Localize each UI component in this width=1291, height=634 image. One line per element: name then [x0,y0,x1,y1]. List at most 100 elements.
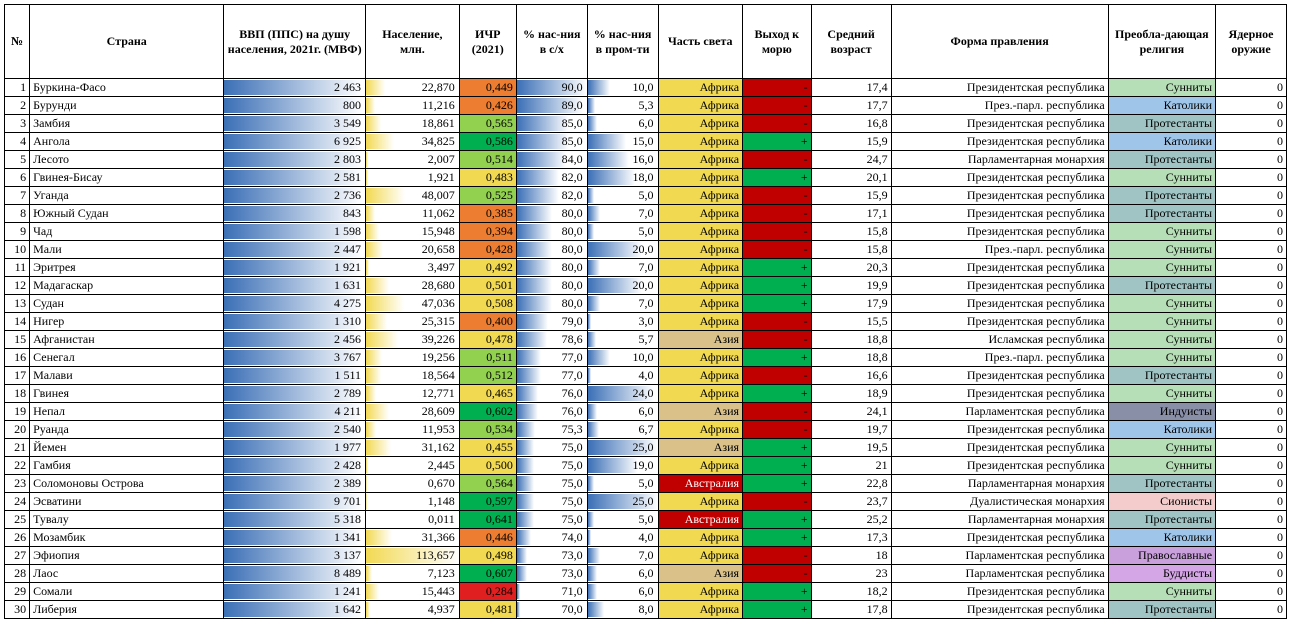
cell-num: 3 [5,115,30,133]
cell-gdp: 2 540 [224,421,366,439]
cell-ind: 5,0 [587,223,658,241]
cell-age: 15,9 [811,187,891,205]
cell-num: 15 [5,331,30,349]
cell-continent: Африка [658,277,743,295]
cell-ind: 25,0 [587,439,658,457]
cell-sea: + [743,475,812,493]
cell-age: 23 [811,565,891,583]
cell-pop: 1,921 [366,169,460,187]
cell-pop: 39,226 [366,331,460,349]
cell-gov: Президентская республика [891,259,1108,277]
cell-continent: Африка [658,205,743,223]
col-nuke: Ядерное оружие [1216,5,1287,79]
cell-sea: - [743,151,812,169]
cell-gdp: 8 489 [224,565,366,583]
table-row: 1Буркина-Фасо2 46322,8700,44990,010,0Афр… [5,79,1287,97]
cell-country: Замбия [30,115,224,133]
cell-country: Буркина-Фасо [30,79,224,97]
cell-gov: Президентская республика [891,313,1108,331]
cell-gdp: 800 [224,97,366,115]
cell-continent: Африка [658,295,743,313]
cell-country: Гвинея-Бисау [30,169,224,187]
cell-religion: Индуисты [1108,403,1215,421]
cell-gov: Президентская республика [891,601,1108,619]
cell-religion: Сунниты [1108,457,1215,475]
cell-gdp: 1 921 [224,259,366,277]
cell-gov: Президентская республика [891,79,1108,97]
cell-age: 24,7 [811,151,891,169]
cell-num: 10 [5,241,30,259]
cell-hdi: 0,428 [459,241,516,259]
cell-agr: 73,0 [516,547,587,565]
table-row: 6Гвинея-Бисау2 5811,9210,48382,018,0Афри… [5,169,1287,187]
cell-sea: - [743,421,812,439]
cell-sea: - [743,187,812,205]
col-agr: % нас-ния в с/х [516,5,587,79]
cell-continent: Африка [658,151,743,169]
cell-hdi: 0,565 [459,115,516,133]
cell-num: 18 [5,385,30,403]
cell-agr: 80,0 [516,205,587,223]
cell-sea: - [743,223,812,241]
cell-age: 24,1 [811,403,891,421]
cell-nuke: 0 [1216,331,1287,349]
cell-continent: Африка [658,259,743,277]
cell-pop: 0,011 [366,511,460,529]
cell-continent: Азия [658,403,743,421]
cell-nuke: 0 [1216,439,1287,457]
col-gdp: ВВП (ППС) на душу населения, 2021г. (МВФ… [224,5,366,79]
cell-sea: - [743,97,812,115]
cell-continent: Африка [658,133,743,151]
cell-hdi: 0,501 [459,277,516,295]
cell-continent: Африка [658,583,743,601]
cell-hdi: 0,481 [459,601,516,619]
cell-ind: 7,0 [587,295,658,313]
cell-pop: 25,315 [366,313,460,331]
cell-hdi: 0,394 [459,223,516,241]
cell-gdp: 6 925 [224,133,366,151]
cell-age: 16,6 [811,367,891,385]
cell-continent: Азия [658,565,743,583]
cell-gov: Парламентская республика [891,403,1108,421]
cell-agr: 85,0 [516,133,587,151]
cell-gov: Президентская республика [891,169,1108,187]
cell-sea: - [743,115,812,133]
cell-ind: 7,0 [587,547,658,565]
col-gov: Форма правления [891,5,1108,79]
cell-age: 19,5 [811,439,891,457]
cell-gov: Парламентская республика [891,547,1108,565]
cell-continent: Австралия [658,511,743,529]
cell-agr: 75,3 [516,421,587,439]
table-row: 24Эсватини9 7011,1480,59775,025,0Африка-… [5,493,1287,511]
col-country: Страна [30,5,224,79]
cell-gov: Парламентская республика [891,565,1108,583]
cell-gdp: 2 581 [224,169,366,187]
cell-nuke: 0 [1216,205,1287,223]
cell-sea: - [743,565,812,583]
cell-pop: 19,256 [366,349,460,367]
cell-nuke: 0 [1216,421,1287,439]
cell-hdi: 0,525 [459,187,516,205]
cell-gov: Президентская республика [891,367,1108,385]
cell-agr: 84,0 [516,151,587,169]
cell-num: 8 [5,205,30,223]
cell-agr: 76,0 [516,385,587,403]
cell-num: 16 [5,349,30,367]
cell-country: Афганистан [30,331,224,349]
cell-continent: Африка [658,529,743,547]
cell-age: 15,5 [811,313,891,331]
table-row: 12Мадагаскар1 63128,6800,50180,020,0Афри… [5,277,1287,295]
cell-religion: Сунниты [1108,439,1215,457]
cell-continent: Африка [658,421,743,439]
col-rel: Преобла-дающая религия [1108,5,1215,79]
cell-sea: - [743,79,812,97]
cell-religion: Сунниты [1108,79,1215,97]
cell-nuke: 0 [1216,187,1287,205]
cell-gov: Президентская республика [891,583,1108,601]
cell-gov: Парламентарная монархия [891,475,1108,493]
cell-gov: Парламентарная монархия [891,511,1108,529]
cell-pop: 2,007 [366,151,460,169]
cell-hdi: 0,449 [459,79,516,97]
cell-religion: Сунниты [1108,241,1215,259]
cell-continent: Африка [658,601,743,619]
